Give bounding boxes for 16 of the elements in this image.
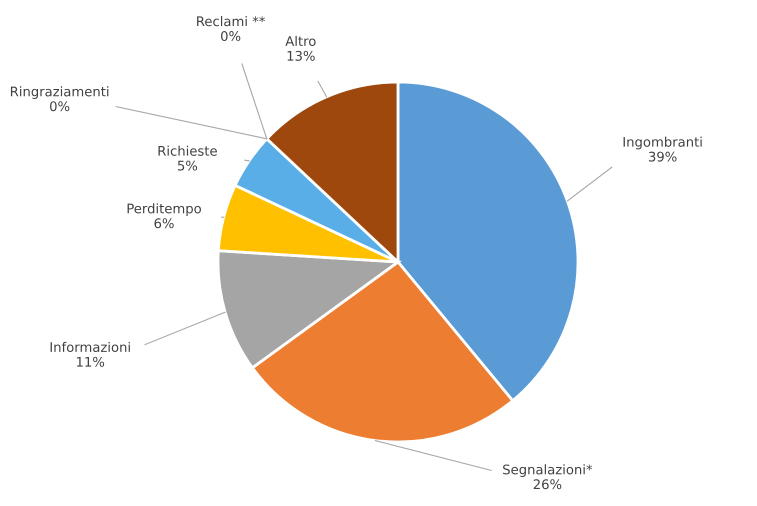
text: 0% (221, 31, 240, 42)
text: 0% (50, 101, 70, 112)
slice-label: Segnalazioni* (503, 464, 592, 477)
slice-label: Altro (285, 36, 316, 46)
category-label: Reclami ** (197, 16, 266, 26)
data-label: 26% (534, 479, 562, 490)
slice-label: Informazioni (50, 342, 130, 352)
category-label: Ringraziamenti (10, 86, 108, 99)
slice-label: Perditempo (128, 203, 201, 216)
data-label: 39% (648, 152, 677, 162)
slice-label: Ingombranti (624, 136, 702, 150)
slice-label: Richieste (158, 146, 217, 156)
data-label: 6% (154, 218, 174, 228)
data-label: 13% (288, 50, 315, 61)
data-label: 11% (76, 356, 104, 367)
data-label: 5% (178, 160, 198, 171)
